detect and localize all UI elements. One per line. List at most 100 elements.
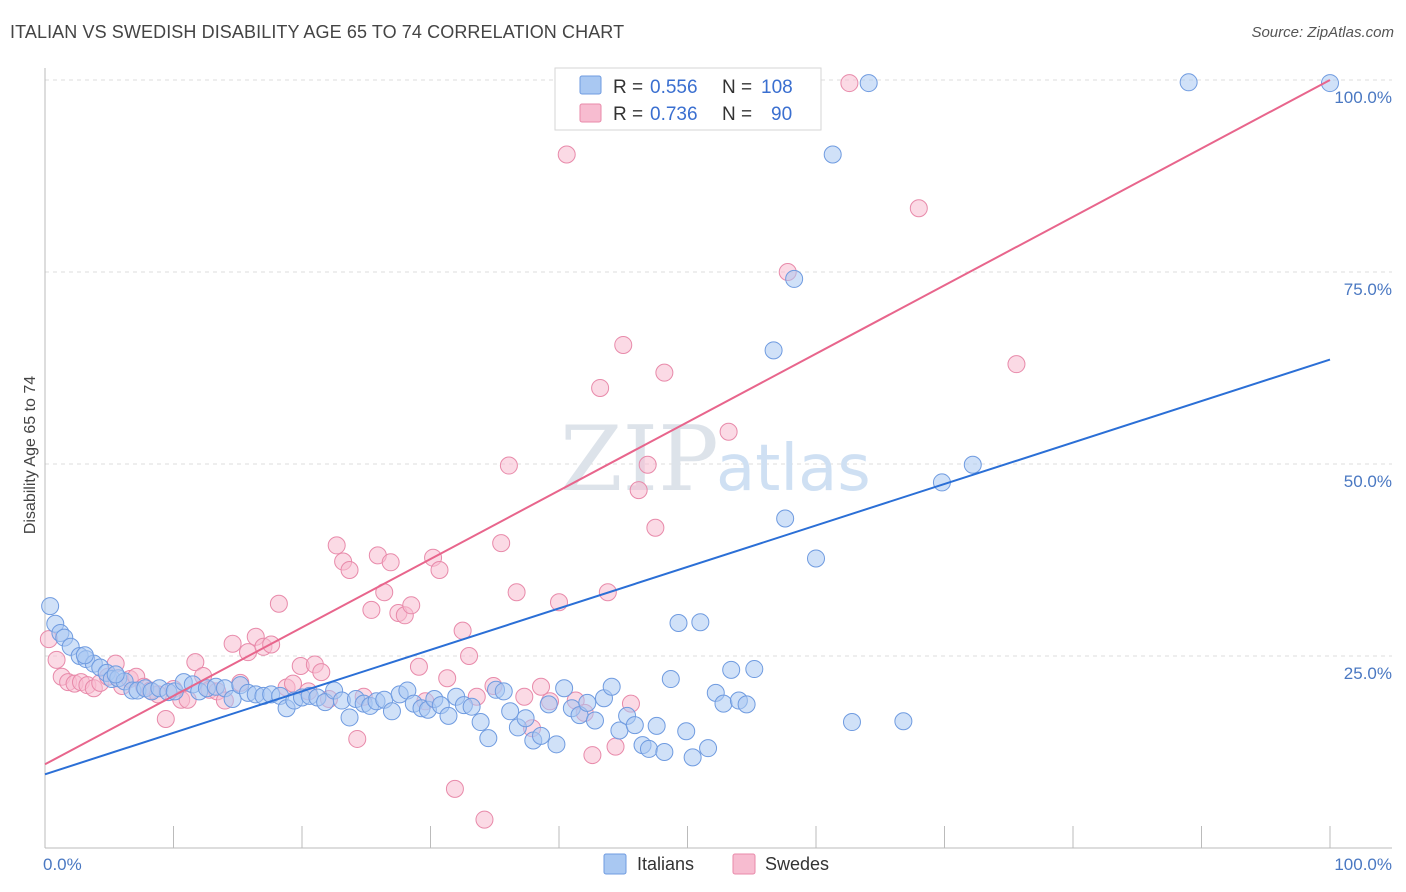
italians-r-value: 0.556 bbox=[650, 77, 698, 98]
italians-point bbox=[555, 679, 574, 698]
italians-point bbox=[639, 739, 658, 758]
swedes-point bbox=[156, 709, 175, 728]
swedes-point bbox=[223, 634, 242, 653]
italians-point bbox=[669, 613, 688, 632]
swedes-point bbox=[591, 378, 610, 397]
italians-point bbox=[661, 670, 680, 689]
swedes-point bbox=[409, 657, 428, 676]
swedes-point bbox=[1007, 355, 1026, 374]
italians-point bbox=[745, 660, 764, 679]
gridlines bbox=[45, 79, 1392, 657]
italians-points bbox=[41, 73, 1339, 767]
italians-point bbox=[75, 646, 94, 665]
italians-point bbox=[683, 748, 702, 767]
watermark-atlas: atlas bbox=[716, 432, 871, 506]
x-tick-labels: 0.0% 100.0% bbox=[43, 855, 1392, 874]
swedes-legend-swatch bbox=[732, 853, 756, 875]
italians-point bbox=[647, 716, 666, 735]
source-credit: Source: ZipAtlas.com bbox=[1251, 24, 1394, 41]
swedes-point bbox=[340, 560, 359, 579]
italians-point bbox=[494, 682, 513, 701]
swedes-point bbox=[606, 737, 625, 756]
italians-n-label: N = bbox=[722, 77, 752, 98]
swedes-n-label: N = bbox=[722, 104, 752, 125]
swedes-point bbox=[475, 810, 494, 829]
trendlines bbox=[44, 79, 1331, 776]
italians-point bbox=[776, 509, 795, 528]
swedes-point bbox=[840, 74, 859, 93]
italians-point bbox=[894, 712, 913, 731]
italians-point bbox=[547, 735, 566, 754]
swedes-point bbox=[719, 422, 738, 441]
italians-point bbox=[471, 713, 490, 732]
swedes-point bbox=[438, 669, 457, 688]
italians-point bbox=[714, 694, 733, 713]
swedes-point bbox=[430, 560, 449, 579]
italians-point bbox=[106, 665, 125, 684]
italians-point bbox=[677, 722, 696, 741]
swedes-n-value: 90 bbox=[771, 104, 792, 125]
italians-point bbox=[382, 702, 401, 721]
stats-legend: R = 0.556 N = 108 R = 0.736 N = 90 bbox=[554, 67, 822, 131]
italians-point bbox=[602, 677, 621, 696]
italians-point bbox=[807, 549, 825, 568]
italians-r-label: R = bbox=[613, 77, 643, 98]
italians-point bbox=[223, 690, 242, 709]
series-legend: Italians Swedes bbox=[603, 853, 829, 875]
y-tick-label-0: 25.0% bbox=[1344, 664, 1392, 683]
italians-point bbox=[842, 713, 861, 732]
italians-point bbox=[501, 702, 520, 721]
italians-point bbox=[699, 739, 718, 758]
swedes-point bbox=[557, 145, 576, 164]
swedes-point bbox=[460, 647, 479, 665]
italians-point bbox=[737, 695, 756, 714]
swedes-point bbox=[402, 596, 421, 615]
italians-point bbox=[340, 708, 359, 727]
swedes-point bbox=[186, 653, 205, 672]
x-tick-label-1: 100.0% bbox=[1334, 855, 1392, 874]
italians-point bbox=[963, 455, 982, 474]
italians-point bbox=[859, 74, 878, 93]
swedes-swatch bbox=[579, 103, 602, 123]
italians-point bbox=[823, 145, 842, 164]
italians-legend-label: Italians bbox=[637, 854, 694, 874]
italians-point bbox=[41, 597, 60, 616]
swedes-r-value: 0.736 bbox=[650, 104, 698, 125]
swedes-point bbox=[269, 594, 288, 613]
italians-point bbox=[439, 706, 458, 725]
y-tick-label-2: 75.0% bbox=[1344, 280, 1392, 299]
italians-point bbox=[1321, 74, 1339, 93]
swedes-point bbox=[629, 481, 648, 500]
italians-point bbox=[516, 709, 535, 728]
italians-point bbox=[655, 743, 674, 761]
swedes-point bbox=[532, 677, 551, 696]
swedes-point bbox=[381, 553, 400, 572]
swedes-point bbox=[583, 746, 602, 765]
italians-point bbox=[1179, 73, 1198, 92]
italians-n-value: 108 bbox=[761, 77, 793, 98]
swedes-point bbox=[507, 583, 526, 602]
swedes-point bbox=[47, 650, 66, 669]
swedes-point bbox=[445, 779, 464, 798]
italians-point bbox=[764, 341, 783, 360]
y-tick-label-1: 50.0% bbox=[1344, 472, 1392, 491]
y-tick-label-3: 100.0% bbox=[1334, 88, 1392, 107]
swedes-point bbox=[312, 663, 331, 682]
italians-point bbox=[585, 711, 604, 730]
italians-swatch bbox=[579, 75, 602, 95]
swedes-point bbox=[614, 335, 633, 354]
italians-point bbox=[578, 693, 597, 712]
italians-point bbox=[691, 613, 710, 632]
zipatlas-watermark: ZIP atlas bbox=[560, 407, 871, 512]
swedes-point bbox=[499, 456, 518, 475]
italians-legend-swatch bbox=[603, 853, 627, 875]
swedes-r-label: R = bbox=[613, 104, 643, 125]
swedes-point bbox=[348, 729, 367, 748]
y-tick-labels: 25.0% 50.0% 75.0% 100.0% bbox=[1334, 88, 1392, 683]
swedes-point bbox=[909, 199, 928, 218]
chart-title: ITALIAN VS SWEDISH DISABILITY AGE 65 TO … bbox=[10, 22, 625, 42]
swedes-point bbox=[327, 536, 346, 555]
italians-point bbox=[722, 660, 741, 679]
swedes-point bbox=[515, 687, 534, 706]
